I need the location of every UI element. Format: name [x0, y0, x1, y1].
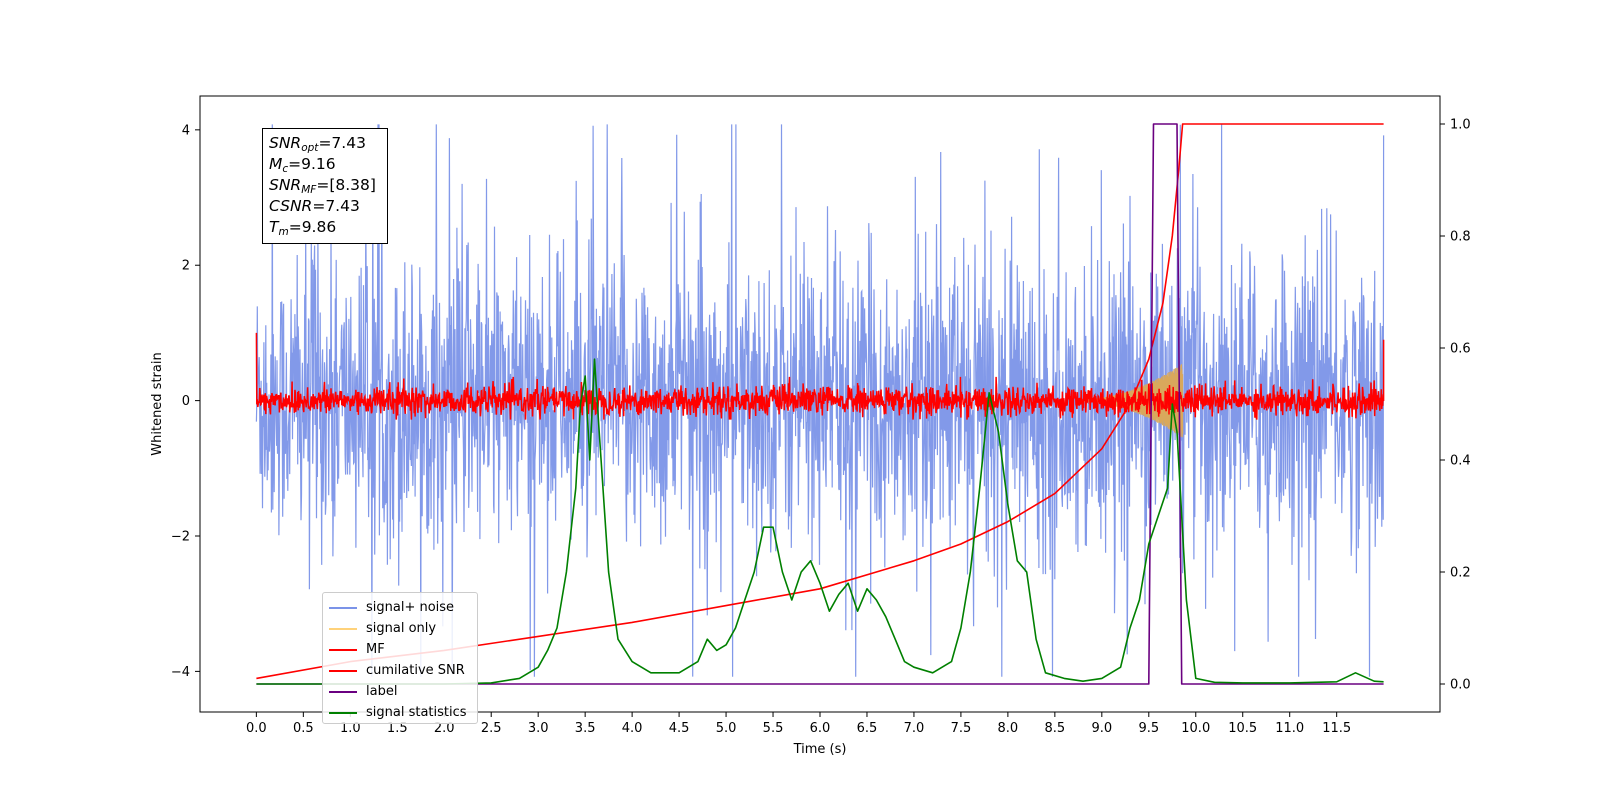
x-tick-label: 3.5 [575, 721, 596, 736]
x-tick-label: 5.0 [716, 721, 737, 736]
x-tick-label: 6.0 [810, 721, 831, 736]
legend-label: label [366, 684, 398, 699]
mc-annotation: Mc=9.16 [269, 155, 336, 175]
legend-label: MF [366, 642, 385, 657]
legend-swatch [329, 690, 357, 693]
x-tick-label: 10.5 [1228, 721, 1257, 736]
y-right-tick-label: 0.6 [1450, 342, 1471, 357]
legend-swatch [329, 711, 357, 714]
x-tick-label: 8.5 [1045, 721, 1066, 736]
annotation-box: SNRopt=7.43 Mc=9.16 SNRMF=[8.38] CSNR=7.… [262, 128, 388, 244]
x-tick-label: 1.5 [387, 721, 408, 736]
legend-swatch [329, 606, 357, 609]
signal-only-line [1082, 364, 1184, 438]
y-left-tick-label: 2 [182, 259, 190, 274]
label-line [256, 123, 1384, 685]
y-left-tick-label: −2 [171, 530, 190, 545]
x-tick-label: 2.5 [481, 721, 502, 736]
x-tick-label: 11.0 [1275, 721, 1304, 736]
y-right-tick-label: 0.8 [1450, 230, 1471, 245]
legend-entry: MF [329, 639, 477, 660]
legend-swatch [329, 669, 357, 672]
plot-area [255, 123, 1385, 685]
y-left-tick-label: 0 [182, 394, 190, 409]
y-axis-right: 1.0 0.8 0.6 0.4 0.2 0.0 [1440, 118, 1471, 693]
y-right-tick-label: 1.0 [1450, 118, 1471, 133]
y-left-tick-label: 4 [182, 123, 190, 138]
x-tick-label: 9.5 [1138, 721, 1159, 736]
legend-label: signal+ noise [366, 600, 455, 615]
legend-entry: signal statistics [329, 702, 477, 723]
legend-entry: label [329, 681, 477, 702]
x-tick-label: 1.0 [340, 721, 361, 736]
snr-mf-annotation: SNRMF=[8.38] [269, 176, 376, 196]
legend-swatch [329, 627, 357, 630]
x-tick-label: 6.5 [857, 721, 878, 736]
x-tick-label: 7.0 [904, 721, 925, 736]
legend-entry: cumilative SNR [329, 660, 477, 681]
tm-annotation: Tm=9.86 [269, 218, 337, 238]
legend-label: signal only [366, 621, 437, 636]
y-axis-label: Whitened strain [150, 352, 165, 455]
legend-swatch [329, 648, 357, 651]
y-right-tick-label: 0.4 [1450, 454, 1471, 469]
y-right-tick-label: 0.0 [1450, 678, 1471, 693]
y-left-tick-label: −4 [171, 665, 190, 680]
x-tick-label: 4.5 [669, 721, 690, 736]
legend-label: signal statistics [366, 705, 467, 720]
x-tick-label: 0.0 [246, 721, 267, 736]
x-axis: 0.0 0.5 1.0 1.5 2.0 2.5 3.0 3.5 4.0 4.5 5.0 5.5 6.0 6… [246, 712, 1351, 736]
legend-entry: signal only [329, 618, 477, 639]
legend: signal+ noise signal only MF cumilative SNR… [322, 592, 478, 724]
x-tick-label: 7.5 [951, 721, 972, 736]
snr-opt-annotation: SNRopt=7.43 [269, 134, 366, 154]
x-tick-label: 5.5 [763, 721, 784, 736]
x-tick-label: 3.0 [528, 721, 549, 736]
x-tick-label: 0.5 [293, 721, 314, 736]
x-axis-label: Time (s) [793, 742, 847, 757]
x-tick-label: 11.5 [1322, 721, 1351, 736]
signal-statistics-line [256, 358, 1384, 685]
csnr-annotation: CSNR=7.43 [269, 197, 360, 215]
cumulative-snr-line [256, 123, 1384, 680]
x-tick-label: 9.0 [1091, 721, 1112, 736]
legend-label: cumilative SNR [366, 663, 465, 678]
x-tick-label: 8.0 [998, 721, 1019, 736]
signal-noise-line [255, 124, 1385, 677]
mf-line [255, 332, 1385, 420]
y-right-tick-label: 0.2 [1450, 566, 1471, 581]
x-tick-label: 4.0 [622, 721, 643, 736]
legend-entry: signal+ noise [329, 597, 477, 618]
x-tick-label: 2.0 [434, 721, 455, 736]
y-axis-left: 4 2 0 −2 −4 [171, 123, 200, 680]
x-tick-label: 10.0 [1181, 721, 1210, 736]
